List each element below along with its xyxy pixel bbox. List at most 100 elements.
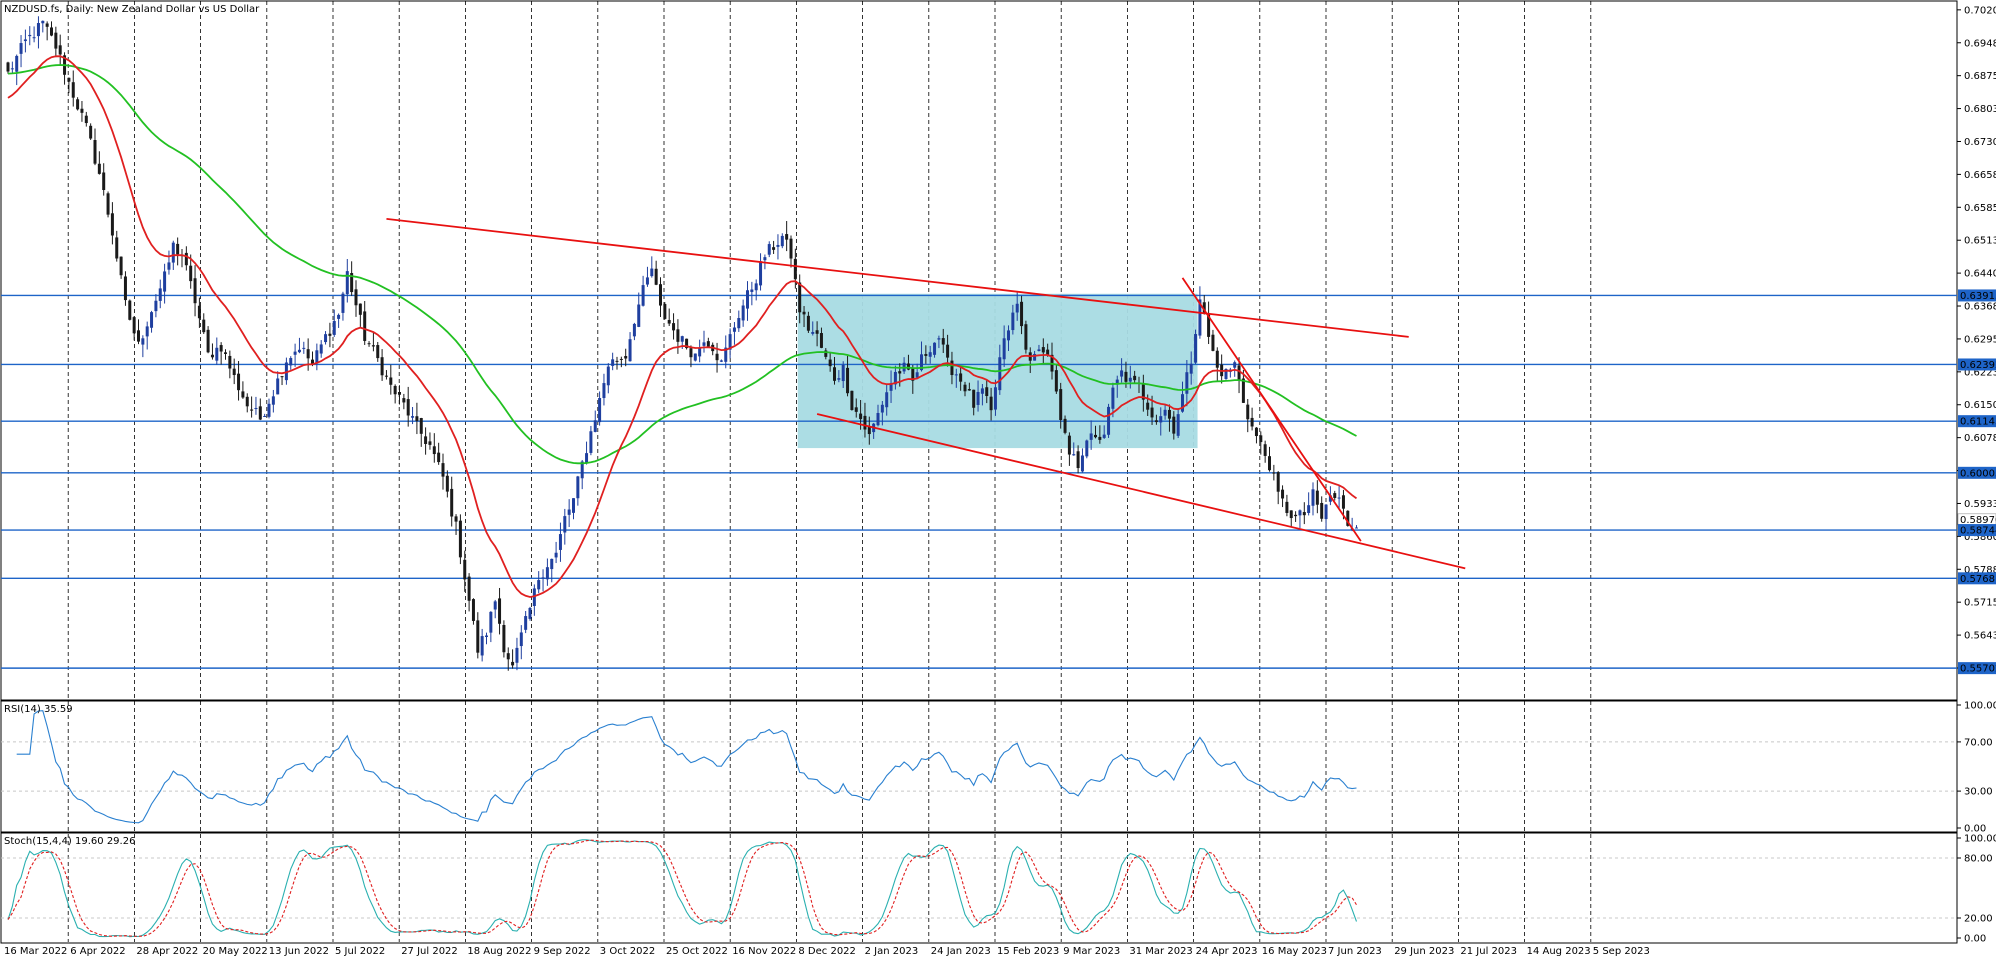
candle-body bbox=[393, 385, 397, 395]
candle-body bbox=[289, 358, 293, 366]
date-tick-label: 31 Mar 2023 bbox=[1129, 946, 1192, 957]
date-tick-label: 16 Mar 2022 bbox=[4, 946, 67, 957]
date-tick-label: 16 Nov 2022 bbox=[732, 946, 796, 957]
candle-body bbox=[437, 452, 441, 463]
rsi-pane-frame bbox=[0, 700, 1958, 833]
candle-body bbox=[345, 271, 349, 295]
candle-body bbox=[119, 256, 123, 276]
moving-averages bbox=[7, 55, 1358, 598]
candle-body bbox=[1189, 363, 1193, 374]
candle-body bbox=[324, 334, 328, 343]
candle-body bbox=[80, 108, 84, 113]
candle-body bbox=[271, 396, 275, 405]
level-tag-label: 0.63913 bbox=[1960, 291, 1996, 302]
candle-body bbox=[854, 407, 858, 412]
candle-body bbox=[454, 516, 458, 522]
candle-body bbox=[1268, 456, 1271, 471]
candle-body bbox=[97, 163, 101, 174]
candle-body bbox=[772, 247, 776, 250]
date-tick-label: 20 May 2022 bbox=[203, 946, 268, 957]
candle-body bbox=[732, 327, 736, 332]
rsi-tick-label: 100.00 bbox=[1964, 701, 1996, 712]
candle-body bbox=[463, 559, 467, 580]
candle-body bbox=[1115, 379, 1119, 385]
candle-body bbox=[946, 344, 950, 358]
candle-body bbox=[1102, 434, 1106, 438]
candle-body bbox=[176, 243, 180, 255]
date-tick-label: 9 Mar 2023 bbox=[1063, 946, 1120, 957]
candle-body bbox=[1272, 472, 1276, 474]
candle-body bbox=[667, 319, 671, 324]
candle-body bbox=[102, 172, 106, 190]
candle-body bbox=[1054, 370, 1058, 392]
candle-body bbox=[528, 607, 532, 619]
candle-body bbox=[276, 378, 280, 395]
candle-body bbox=[254, 407, 258, 409]
candle-body bbox=[106, 193, 110, 215]
candle-body bbox=[567, 509, 571, 515]
candle-body bbox=[602, 383, 606, 399]
date-tick-label: 29 Jun 2023 bbox=[1394, 946, 1454, 957]
candle-body bbox=[1124, 371, 1128, 382]
candle-body bbox=[132, 317, 136, 334]
candle-body bbox=[502, 625, 506, 653]
candle-body bbox=[1302, 512, 1306, 516]
candle-body bbox=[1107, 406, 1111, 435]
candle-body bbox=[589, 431, 593, 453]
candle-body bbox=[941, 338, 945, 345]
candle-body bbox=[10, 68, 14, 70]
candle-body bbox=[1159, 416, 1163, 423]
candle-body bbox=[985, 387, 989, 397]
candle-body bbox=[537, 580, 541, 590]
level-tag-label: 0.55702 bbox=[1960, 664, 1996, 675]
candle-body bbox=[1185, 372, 1189, 394]
candle-body bbox=[963, 384, 967, 392]
candle-body bbox=[202, 319, 206, 333]
candle-body bbox=[1215, 350, 1219, 368]
level-tag bbox=[1958, 572, 1996, 585]
candle-body bbox=[1181, 394, 1184, 412]
candle-body bbox=[354, 289, 358, 306]
candle-body bbox=[828, 359, 832, 367]
candle-body bbox=[911, 367, 915, 381]
candle-body bbox=[389, 377, 393, 385]
candle-body bbox=[485, 635, 488, 638]
candle-body bbox=[1120, 370, 1124, 377]
candle-body bbox=[293, 351, 297, 355]
date-tick-label: 9 Sep 2022 bbox=[534, 946, 591, 957]
candle-body bbox=[641, 285, 645, 306]
stoch-pane-frame bbox=[0, 832, 1958, 944]
rsi-tick-label: 0.00 bbox=[1964, 824, 1986, 835]
candle-body bbox=[476, 620, 480, 653]
candle-body bbox=[398, 392, 401, 395]
trendlines[interactable] bbox=[386, 217, 1466, 570]
rsi-line bbox=[16, 710, 1357, 824]
candle-body bbox=[228, 355, 232, 369]
candle-body bbox=[445, 475, 449, 492]
candle-body bbox=[1076, 451, 1080, 469]
candle-body bbox=[989, 396, 993, 411]
candle-body bbox=[1320, 502, 1324, 519]
candle-body bbox=[76, 99, 80, 110]
candle-body bbox=[1250, 417, 1254, 427]
candle-body bbox=[876, 412, 880, 426]
trendline bbox=[816, 413, 1466, 570]
date-tick-label: 18 Aug 2022 bbox=[467, 946, 531, 957]
candle-body bbox=[1237, 365, 1241, 381]
candle-body bbox=[802, 311, 806, 315]
horizontal-levels[interactable] bbox=[1, 294, 1957, 669]
candle-body bbox=[302, 347, 306, 349]
candle-body bbox=[889, 383, 893, 391]
candle-body bbox=[1254, 427, 1258, 437]
candle-body bbox=[467, 576, 471, 601]
candle-body bbox=[145, 326, 149, 337]
candle-body bbox=[1315, 490, 1319, 505]
candle-body bbox=[1207, 313, 1211, 337]
candle-body bbox=[1333, 493, 1337, 498]
candle-body bbox=[519, 632, 523, 647]
